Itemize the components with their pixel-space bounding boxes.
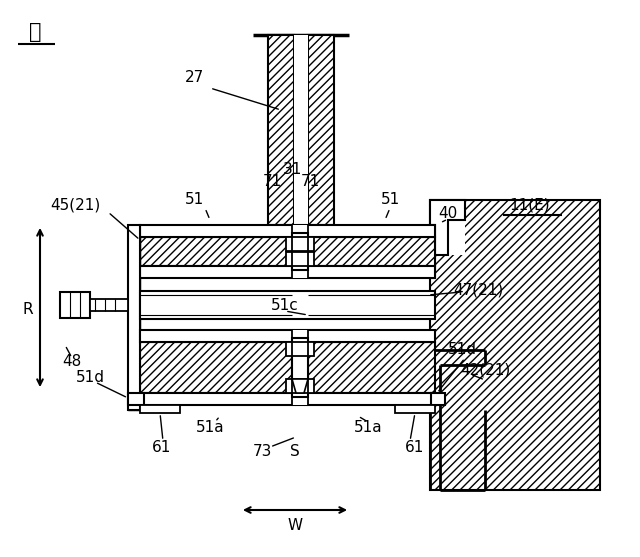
Text: 47(21): 47(21): [453, 282, 503, 297]
Text: 40: 40: [438, 206, 458, 221]
Bar: [431, 393, 445, 405]
Text: 71: 71: [262, 174, 282, 189]
Polygon shape: [308, 35, 334, 225]
Bar: [432, 225, 435, 278]
Polygon shape: [140, 342, 292, 393]
Bar: [286, 342, 314, 356]
Bar: [292, 338, 308, 397]
Bar: [286, 237, 314, 251]
Polygon shape: [308, 237, 435, 266]
Text: 51c: 51c: [271, 297, 299, 312]
Polygon shape: [430, 200, 465, 255]
Text: 71: 71: [300, 174, 319, 189]
Bar: [292, 225, 308, 278]
Text: S: S: [290, 444, 300, 460]
Bar: [140, 330, 435, 342]
Bar: [140, 393, 435, 405]
Bar: [292, 233, 308, 270]
Text: 51: 51: [380, 193, 399, 208]
Text: 51: 51: [186, 193, 205, 208]
Bar: [128, 225, 140, 410]
Polygon shape: [268, 35, 294, 225]
Text: 48: 48: [62, 354, 82, 369]
Text: 左: 左: [29, 22, 41, 42]
Bar: [90, 299, 128, 311]
Text: 73: 73: [252, 444, 272, 460]
Bar: [140, 291, 435, 319]
Text: 11(E): 11(E): [509, 198, 550, 213]
Bar: [430, 200, 465, 255]
Polygon shape: [292, 379, 308, 393]
Text: 42(21): 42(21): [460, 363, 510, 378]
Text: 27: 27: [186, 71, 205, 86]
Bar: [286, 252, 314, 266]
Polygon shape: [140, 237, 292, 266]
Text: 51d: 51d: [447, 343, 477, 358]
Bar: [140, 225, 435, 237]
Text: 45(21): 45(21): [50, 198, 100, 213]
Text: R: R: [22, 302, 33, 317]
Bar: [128, 393, 144, 405]
Text: 51d: 51d: [76, 370, 104, 385]
Text: 51a: 51a: [354, 421, 382, 436]
Text: 61: 61: [405, 439, 425, 455]
Bar: [140, 405, 180, 413]
Bar: [395, 405, 435, 413]
Text: 61: 61: [152, 439, 172, 455]
Bar: [60, 292, 90, 318]
Text: 51a: 51a: [196, 421, 224, 436]
Polygon shape: [308, 342, 435, 393]
Text: W: W: [287, 517, 303, 532]
Bar: [286, 379, 314, 393]
Polygon shape: [430, 200, 600, 490]
Text: 31: 31: [284, 163, 303, 178]
Bar: [292, 330, 308, 405]
Bar: [294, 35, 308, 225]
Bar: [140, 266, 435, 278]
Polygon shape: [128, 225, 140, 410]
